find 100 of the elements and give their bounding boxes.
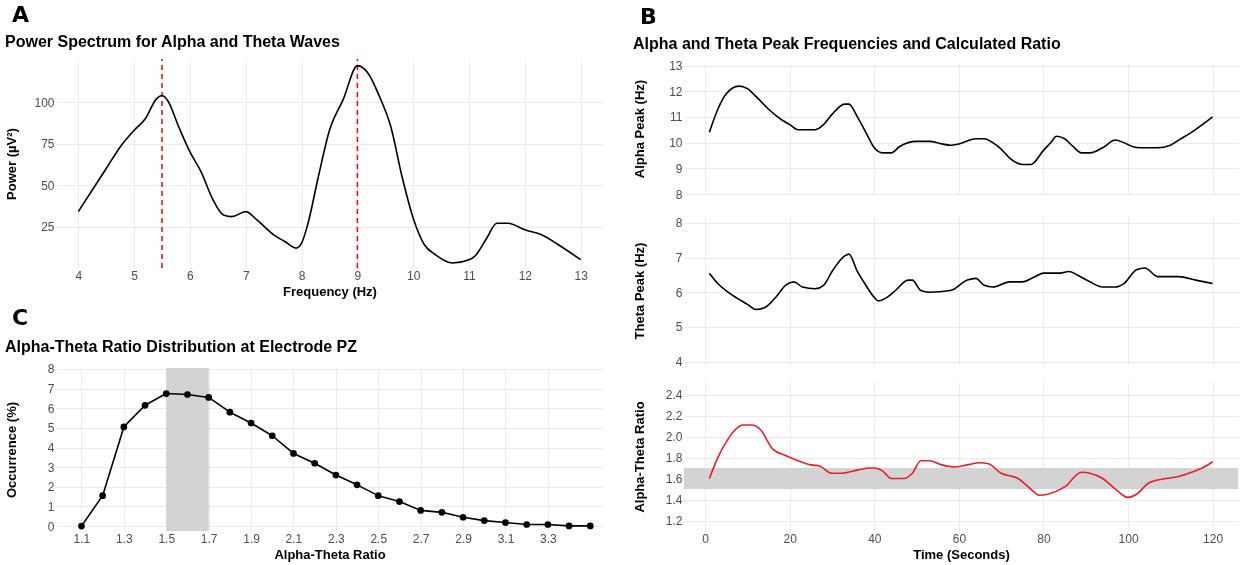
- x-tick-label: 12: [518, 268, 533, 283]
- y-axis-title: Theta Peak (Hz): [631, 242, 647, 340]
- point: [78, 522, 85, 530]
- x-tick-label: 2.1: [285, 531, 303, 546]
- x-tick-label: 60: [952, 531, 967, 546]
- y-tick-label: 25: [41, 220, 55, 235]
- y-tick-label: 100: [34, 95, 55, 110]
- point: [480, 517, 488, 524]
- x-tick-label: 11: [463, 268, 477, 283]
- point: [374, 492, 382, 499]
- point: [586, 522, 594, 530]
- point: [438, 509, 446, 516]
- y-tick-label: 10: [669, 136, 683, 151]
- x-tick-label: 7: [242, 268, 250, 283]
- y-tick-label: 4: [47, 441, 55, 456]
- point: [417, 507, 425, 514]
- x-tick-label: 0: [702, 531, 710, 546]
- chart-title: Power Spectrum for Alpha and Theta Waves: [5, 33, 340, 51]
- y-tick-label: 2: [47, 480, 55, 495]
- point: [99, 492, 106, 499]
- point: [311, 459, 319, 467]
- point: [396, 498, 403, 505]
- x-tick-label: 80: [1037, 531, 1051, 546]
- y-tick-label: 50: [41, 178, 55, 193]
- y-tick-label: 1.6: [665, 472, 683, 487]
- y-tick-label: 12: [669, 84, 683, 99]
- point: [332, 471, 340, 479]
- y-tick-label: 11: [670, 110, 683, 125]
- x-axis-title: Frequency (Hz): [283, 283, 377, 299]
- text: B: [640, 4, 657, 29]
- y-tick-label: 13: [669, 59, 683, 74]
- x-tick-label: 2.5: [370, 531, 388, 546]
- x-tick-label: 100: [1118, 531, 1139, 546]
- x-tick-label: 2.3: [328, 531, 346, 546]
- point: [205, 394, 213, 401]
- x-tick-label: 9: [354, 268, 362, 283]
- y-tick-label: 9: [675, 161, 683, 176]
- chart-title: Alpha-Theta Ratio Distribution at Electrode PZ: [5, 337, 358, 355]
- text: C: [12, 305, 29, 330]
- y-axis-title: Occurrence (%): [3, 401, 19, 499]
- point: [565, 522, 573, 530]
- point: [226, 408, 234, 416]
- point: [120, 423, 128, 431]
- x-axis-title: Alpha-Theta Ratio: [274, 546, 386, 562]
- x-tick-label: 2.9: [455, 531, 473, 546]
- point: [523, 521, 531, 528]
- x-tick-label: 120: [1203, 531, 1224, 546]
- y-tick-label: 7: [675, 251, 683, 266]
- x-tick-label: 2.7: [412, 531, 430, 546]
- x-axis-title: Time (Seconds): [913, 546, 1010, 562]
- line-series: [708, 424, 1214, 499]
- point: [247, 419, 255, 427]
- point: [268, 432, 276, 440]
- x-tick-label: 1.9: [243, 531, 261, 546]
- text: A: [12, 2, 30, 27]
- y-tick-label: 8: [47, 362, 55, 377]
- y-tick-label: 75: [41, 137, 55, 152]
- y-tick-label: 8: [675, 216, 683, 231]
- chart-title: Alpha and Theta Peak Frequencies and Calculated Ratio: [633, 34, 1061, 52]
- x-tick-label: 8: [298, 268, 306, 283]
- x-tick-label: 10: [407, 268, 421, 283]
- y-tick-label: 4: [675, 355, 683, 370]
- y-tick-label: 0: [47, 519, 55, 534]
- x-tick-label: 3.3: [540, 531, 558, 546]
- x-tick-label: 1.3: [116, 531, 134, 546]
- point: [162, 390, 170, 397]
- point: [459, 513, 467, 521]
- y-tick-label: 2.2: [665, 409, 683, 424]
- y-tick-label: 5: [47, 421, 55, 436]
- y-tick-label: 6: [675, 285, 683, 300]
- y-tick-label: 3: [47, 460, 55, 475]
- y-tick-label: 2.0: [665, 430, 683, 445]
- point: [290, 450, 297, 457]
- y-axis-title: Alpha Peak (Hz): [631, 79, 647, 179]
- y-axis-title: Alpha-Theta Ratio: [631, 401, 647, 513]
- y-tick-label: 5: [675, 320, 683, 335]
- y-tick-label: 1.4: [665, 493, 683, 508]
- y-tick-label: 7: [47, 382, 55, 397]
- x-tick-label: 20: [783, 531, 798, 546]
- x-tick-label: 5: [131, 268, 139, 283]
- point: [141, 401, 149, 409]
- x-tick-label: 1.5: [158, 531, 176, 546]
- point: [544, 521, 552, 528]
- y-tick-label: 6: [47, 401, 55, 416]
- point: [502, 519, 509, 526]
- line-series: [77, 64, 582, 264]
- line-series: [708, 85, 1214, 166]
- x-tick-label: 1.7: [200, 531, 218, 546]
- x-tick-label: 4: [75, 268, 83, 283]
- y-tick-label: 1.8: [665, 451, 683, 466]
- point: [353, 481, 361, 489]
- y-axis-title: Power (µV²): [3, 128, 19, 200]
- y-tick-label: 1: [47, 499, 55, 514]
- y-tick-label: 2.4: [665, 388, 683, 403]
- x-tick-label: 3.1: [497, 531, 515, 546]
- x-tick-label: 13: [574, 268, 589, 283]
- x-tick-label: 6: [187, 268, 195, 283]
- y-tick-label: 1.2: [665, 514, 683, 529]
- x-tick-label: 40: [868, 531, 882, 546]
- point: [184, 391, 191, 398]
